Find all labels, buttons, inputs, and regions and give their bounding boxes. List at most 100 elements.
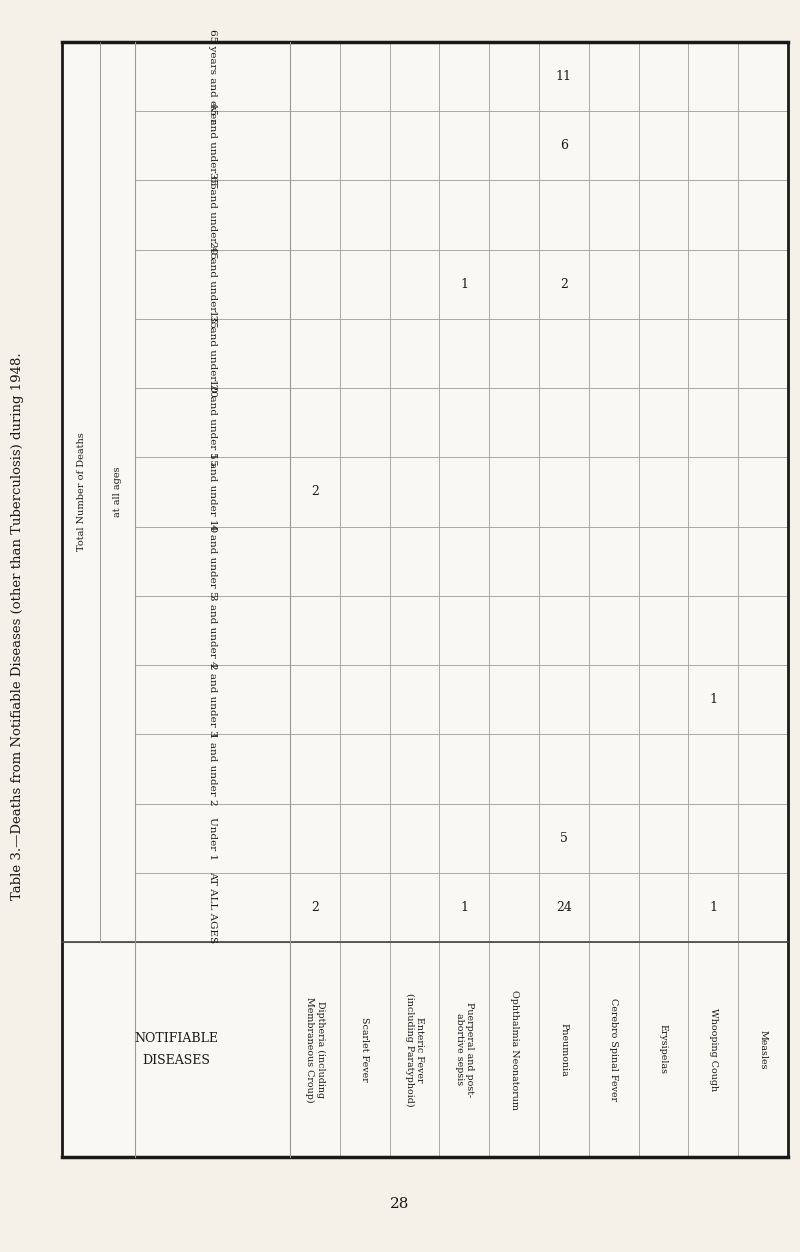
Bar (490, 180, 539, 249)
Bar (688, 111, 738, 180)
Bar (539, 249, 589, 319)
Bar (390, 873, 439, 942)
Bar (340, 665, 390, 735)
Bar (738, 249, 788, 319)
Bar (340, 457, 390, 527)
Bar (62, 942, 290, 1157)
Bar (638, 43, 688, 111)
Text: Table 3.—Deaths from Notifiable Diseases (other than Tuberculosis) during 1948.: Table 3.—Deaths from Notifiable Diseases… (11, 352, 25, 900)
Text: 11: 11 (556, 70, 572, 83)
Text: 1: 1 (460, 278, 468, 290)
Bar (638, 804, 688, 873)
Bar (390, 596, 439, 665)
Bar (638, 596, 688, 665)
Text: 3 and under 4: 3 and under 4 (208, 593, 217, 667)
Bar (290, 457, 340, 527)
Bar (135, 249, 290, 319)
Bar (439, 596, 490, 665)
Text: 15 and under 20: 15 and under 20 (208, 310, 217, 397)
Text: Erysipelas: Erysipelas (659, 1024, 668, 1074)
Bar (290, 665, 340, 735)
Bar (439, 457, 490, 527)
Bar (100, 43, 135, 942)
Text: 6: 6 (560, 139, 568, 153)
Bar (490, 735, 539, 804)
Bar (439, 43, 490, 111)
Bar (688, 319, 738, 388)
Bar (290, 873, 340, 942)
Bar (340, 804, 390, 873)
Bar (688, 942, 738, 1157)
Bar (490, 457, 539, 527)
Bar (589, 527, 638, 596)
Bar (135, 665, 290, 735)
Bar (439, 111, 490, 180)
Bar (490, 388, 539, 457)
Bar (390, 180, 439, 249)
Bar (539, 111, 589, 180)
Bar (738, 596, 788, 665)
Bar (738, 388, 788, 457)
Bar (439, 735, 490, 804)
Text: NOTIFIABLE
DISEASES: NOTIFIABLE DISEASES (134, 1033, 218, 1067)
Bar (290, 249, 340, 319)
Bar (589, 388, 638, 457)
Bar (638, 665, 688, 735)
Bar (738, 942, 788, 1157)
Bar (290, 596, 340, 665)
Bar (638, 319, 688, 388)
Bar (340, 596, 390, 665)
Bar (738, 43, 788, 111)
Bar (688, 388, 738, 457)
Bar (439, 665, 490, 735)
Bar (340, 180, 390, 249)
Bar (539, 180, 589, 249)
Bar (390, 249, 439, 319)
Bar (539, 804, 589, 873)
Bar (340, 527, 390, 596)
Bar (539, 942, 589, 1157)
Bar (439, 804, 490, 873)
Bar (738, 111, 788, 180)
Bar (738, 180, 788, 249)
Bar (135, 388, 290, 457)
Text: Under 1: Under 1 (208, 816, 217, 860)
Bar (439, 249, 490, 319)
Bar (439, 527, 490, 596)
Bar (135, 873, 290, 942)
Bar (390, 319, 439, 388)
Text: at all ages: at all ages (113, 467, 122, 517)
Bar (539, 873, 589, 942)
Text: 45 and under 65: 45 and under 65 (208, 103, 217, 189)
Bar (490, 596, 539, 665)
Bar (638, 735, 688, 804)
Bar (589, 111, 638, 180)
Text: Total Number of Deaths: Total Number of Deaths (77, 433, 86, 551)
Bar (290, 111, 340, 180)
Text: Diptheria (including
Membraneous Croup): Diptheria (including Membraneous Croup) (305, 997, 325, 1102)
Bar (290, 43, 340, 111)
Bar (738, 873, 788, 942)
Text: Ophthalmia Neonatorum: Ophthalmia Neonatorum (510, 989, 518, 1109)
Bar (589, 735, 638, 804)
Bar (390, 111, 439, 180)
Bar (490, 111, 539, 180)
Bar (638, 873, 688, 942)
Bar (589, 457, 638, 527)
Bar (390, 665, 439, 735)
Bar (490, 249, 539, 319)
Bar (688, 873, 738, 942)
Bar (439, 873, 490, 942)
Bar (638, 527, 688, 596)
Bar (390, 527, 439, 596)
Bar (688, 665, 738, 735)
Bar (589, 596, 638, 665)
Bar (539, 388, 589, 457)
Bar (290, 804, 340, 873)
Bar (490, 665, 539, 735)
Bar (340, 873, 390, 942)
Text: 5 and under 10: 5 and under 10 (208, 452, 217, 532)
Bar (589, 665, 638, 735)
Bar (439, 942, 490, 1157)
Bar (340, 388, 390, 457)
